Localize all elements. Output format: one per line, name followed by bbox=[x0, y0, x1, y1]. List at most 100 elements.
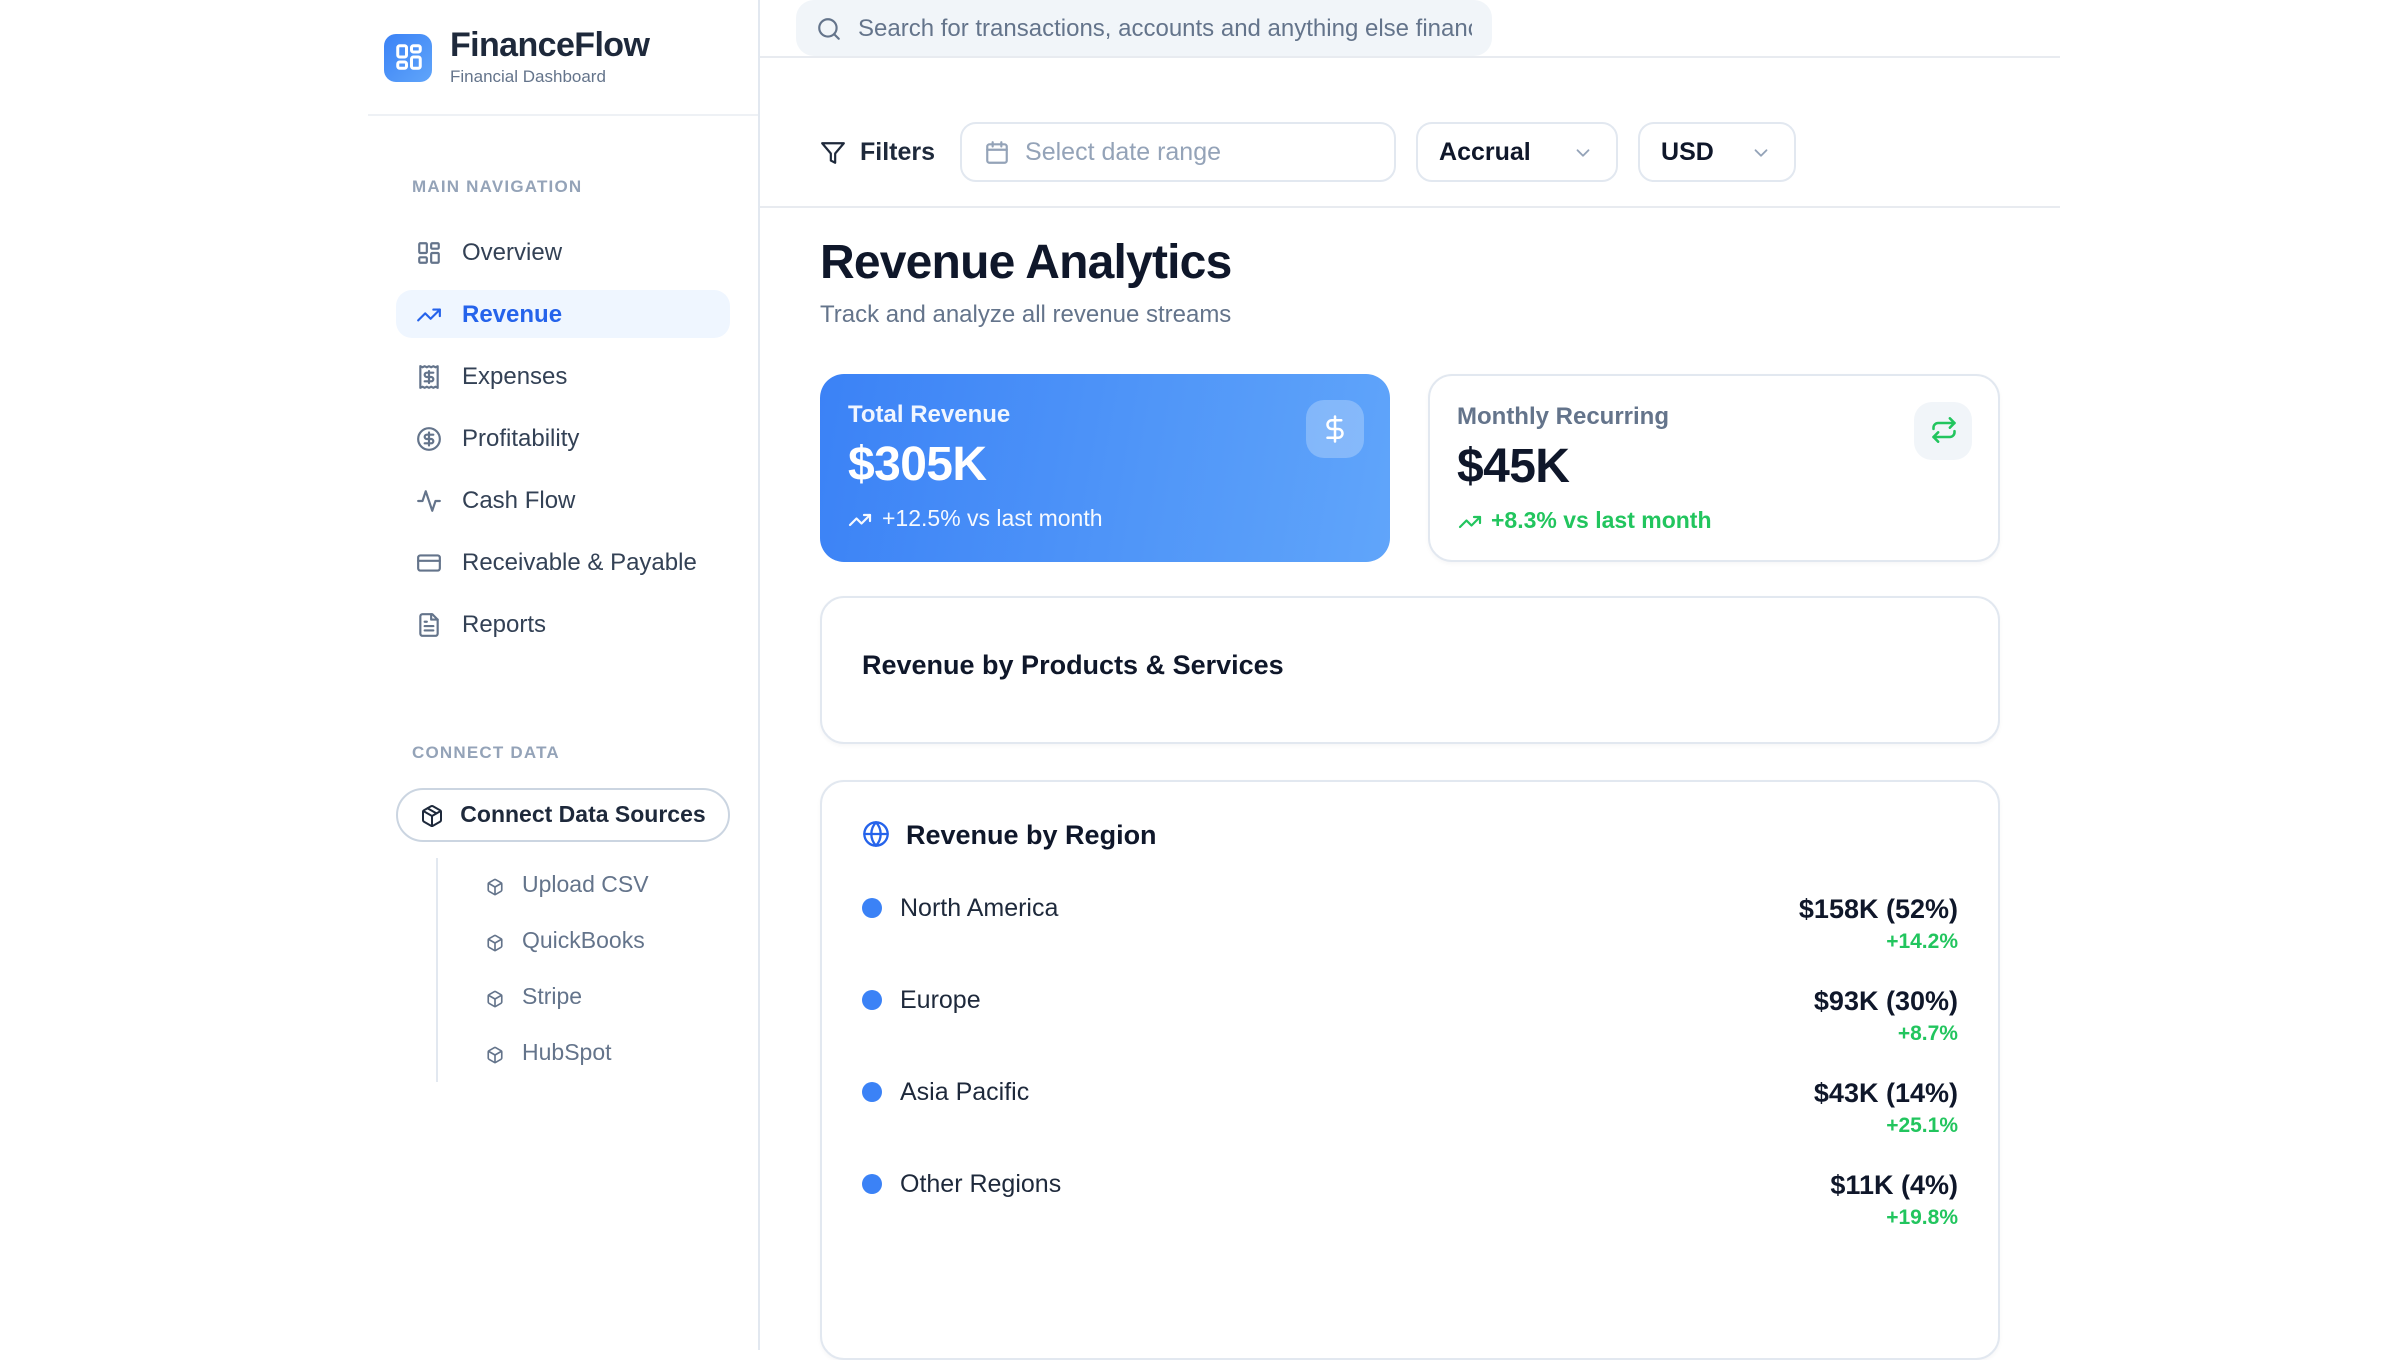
source-item-label: Upload CSV bbox=[522, 874, 649, 898]
stat-delta: +8.3% vs last month bbox=[1457, 510, 1970, 534]
connect-section-label: CONNECT DATA bbox=[412, 742, 560, 762]
calendar-icon bbox=[983, 139, 1009, 165]
total-revenue-card: Total Revenue $305K +12.5% vs last month bbox=[820, 373, 1389, 562]
layout-dashboard-icon bbox=[416, 239, 442, 265]
region-value: $43K (14%) bbox=[1813, 1077, 1958, 1108]
divider bbox=[760, 206, 2060, 208]
package-icon bbox=[486, 989, 504, 1007]
products-card-title: Revenue by Products & Services bbox=[862, 649, 1284, 680]
region-delta: +8.7% bbox=[1897, 1021, 1958, 1046]
package-icon bbox=[420, 803, 444, 827]
sidebar-item-profitability[interactable]: Profitability bbox=[396, 414, 730, 462]
sidebar-item-overview[interactable]: Overview bbox=[396, 228, 730, 276]
region-value: $11K (4%) bbox=[1830, 1169, 1958, 1200]
stat-label: Monthly Recurring bbox=[1457, 401, 1670, 430]
region-row-asia-pacific: Asia Pacific $43K (14%) +25.1% bbox=[862, 1076, 1958, 1140]
region-row-north-america: North America $158K (52%) +14.2% bbox=[862, 892, 1958, 956]
monthly-recurring-card: Monthly Recurring $45K +8.3% vs last mon… bbox=[1427, 373, 2000, 562]
page-subtitle: Track and analyze all revenue streams bbox=[820, 299, 1232, 328]
page-head: Revenue Analytics Track and analyze all … bbox=[820, 236, 2000, 328]
credit-card-icon bbox=[416, 549, 442, 575]
search-input[interactable] bbox=[858, 14, 1472, 42]
sidebar-item-cash-flow[interactable]: Cash Flow bbox=[396, 476, 730, 524]
connect-data-sources-button[interactable]: Connect Data Sources bbox=[396, 788, 730, 842]
sidebar-item-expenses[interactable]: Expenses bbox=[396, 352, 730, 400]
region-row-left: Other Regions bbox=[862, 1168, 1061, 1202]
basis-value: Accrual bbox=[1439, 138, 1531, 166]
filters-toggle[interactable]: Filters bbox=[820, 138, 935, 166]
accounting-basis-select[interactable]: Accrual bbox=[1415, 122, 1618, 182]
stat-delta-text: +8.3% vs last month bbox=[1491, 509, 1712, 534]
filters-row: Filters Select date range Accrual USD bbox=[820, 122, 2000, 182]
sidebar-item-revenue[interactable]: Revenue bbox=[396, 290, 730, 338]
page-title: Revenue Analytics bbox=[820, 236, 1232, 290]
receipt-icon bbox=[416, 363, 442, 389]
region-dot-icon bbox=[862, 990, 882, 1011]
stat-label: Total Revenue bbox=[848, 399, 1011, 428]
region-dot-icon bbox=[862, 898, 882, 919]
region-delta: +25.1% bbox=[1886, 1113, 1958, 1138]
main-area: Filters Select date range Accrual USD bbox=[760, 0, 2060, 1360]
region-card-header: Revenue by Region bbox=[862, 820, 1958, 850]
region-name: Other Regions bbox=[900, 1169, 1062, 1198]
package-icon bbox=[486, 1045, 504, 1063]
region-row-left: North America bbox=[862, 892, 1058, 926]
search-icon bbox=[816, 15, 842, 41]
source-item-label: QuickBooks bbox=[522, 930, 645, 954]
app-logo-icon bbox=[384, 33, 432, 81]
revenue-by-region-card: Revenue by Region North America $158K (5… bbox=[820, 779, 2000, 1360]
source-item-label: HubSpot bbox=[522, 1042, 612, 1066]
currency-value: USD bbox=[1661, 138, 1714, 166]
region-row-europe: Europe $93K (30%) +8.7% bbox=[862, 984, 1958, 1048]
sidebar-item-label: Overview bbox=[462, 238, 563, 266]
filters-label: Filters bbox=[860, 138, 936, 166]
chevron-down-icon bbox=[1749, 141, 1771, 163]
region-row-other-regions: Other Regions $11K (4%) +19.8% bbox=[862, 1168, 1958, 1232]
trending-up-icon bbox=[416, 301, 442, 327]
brand-tagline: Financial Dashboard bbox=[450, 66, 606, 87]
nav-section-label: MAIN NAVIGATION bbox=[412, 176, 583, 196]
sidebar: FinanceFlow Financial Dashboard MAIN NAV… bbox=[368, 0, 760, 1350]
source-item-hubspot[interactable]: HubSpot bbox=[438, 1026, 758, 1082]
connect-button-label: Connect Data Sources bbox=[460, 803, 706, 827]
sidebar-item-receivable-payable[interactable]: Receivable & Payable bbox=[396, 538, 730, 586]
region-rows: North America $158K (52%) +14.2% Europe bbox=[862, 892, 1958, 1232]
stat-delta: +12.5% vs last month bbox=[848, 508, 1361, 532]
main-navigation: MAIN NAVIGATION Overview Revenue Expense… bbox=[368, 116, 758, 662]
region-row-left: Europe bbox=[862, 984, 981, 1018]
sidebar-item-label: Expenses bbox=[462, 362, 568, 390]
sidebar-header: FinanceFlow Financial Dashboard bbox=[368, 0, 758, 116]
stat-value: $305K bbox=[848, 437, 987, 492]
stat-value: $45K bbox=[1457, 439, 1570, 494]
chevron-down-icon bbox=[1571, 141, 1593, 163]
package-icon bbox=[486, 933, 504, 951]
region-row-right: $43K (14%) +25.1% bbox=[1814, 1076, 1958, 1140]
region-value: $158K (52%) bbox=[1798, 893, 1958, 924]
date-range-placeholder: Select date range bbox=[1025, 138, 1222, 166]
region-row-right: $11K (4%) +19.8% bbox=[1830, 1168, 1958, 1232]
region-row-right: $93K (30%) +8.7% bbox=[1814, 984, 1958, 1048]
region-delta: +14.2% bbox=[1886, 929, 1958, 954]
source-item-upload-csv[interactable]: Upload CSV bbox=[438, 858, 758, 914]
source-item-quickbooks[interactable]: QuickBooks bbox=[438, 914, 758, 970]
file-text-icon bbox=[416, 611, 442, 637]
revenue-by-products-card: Revenue by Products & Services bbox=[820, 595, 2000, 744]
brand-name: FinanceFlow bbox=[450, 25, 650, 64]
region-row-left: Asia Pacific bbox=[862, 1076, 1029, 1110]
sidebar-item-label: Cash Flow bbox=[462, 486, 576, 514]
sidebar-item-reports[interactable]: Reports bbox=[396, 600, 730, 648]
source-item-stripe[interactable]: Stripe bbox=[438, 970, 758, 1026]
sidebar-item-label: Reports bbox=[462, 610, 547, 638]
date-range-picker[interactable]: Select date range bbox=[959, 122, 1396, 182]
region-name: Europe bbox=[900, 985, 981, 1014]
sidebar-item-label: Receivable & Payable bbox=[462, 548, 697, 576]
currency-select[interactable]: USD bbox=[1637, 122, 1796, 182]
source-item-label: Stripe bbox=[522, 986, 583, 1010]
search-box[interactable] bbox=[796, 0, 1492, 56]
trending-up-icon bbox=[1457, 510, 1481, 534]
region-card-title: Revenue by Region bbox=[906, 819, 1157, 850]
dollar-sign-icon bbox=[1305, 399, 1363, 458]
nav-list: Overview Revenue Expenses Profitability bbox=[368, 228, 758, 648]
repeat-icon bbox=[1914, 401, 1972, 460]
app-shell: FinanceFlow Financial Dashboard MAIN NAV… bbox=[368, 0, 2060, 1360]
